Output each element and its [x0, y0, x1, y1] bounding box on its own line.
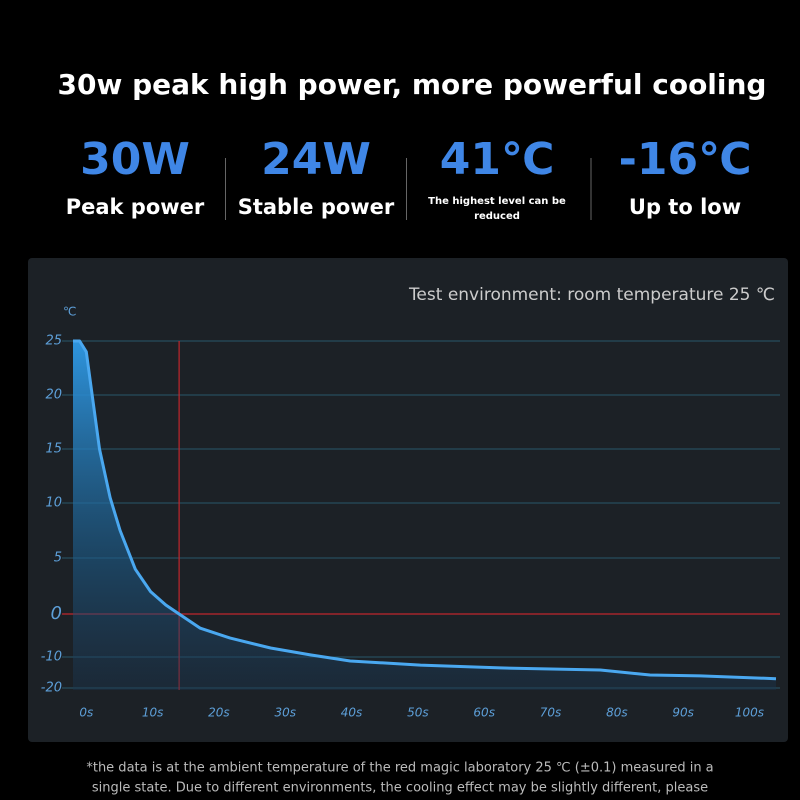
x-tick-label: 0s [79, 706, 93, 720]
stat-label: Stable power [238, 195, 395, 219]
y-unit: ℃ [63, 305, 76, 319]
x-tick-label: 50s [407, 706, 429, 720]
stat-value: 30W [80, 134, 190, 185]
x-tick-label: 40s [341, 706, 363, 720]
y-tick-label: -20 [41, 681, 62, 696]
y-tick-label: 0 [51, 603, 62, 624]
footnote-line: *the data is at the ambient temperature … [86, 761, 713, 776]
x-tick-label: 90s [672, 706, 694, 720]
y-tick-label: 20 [45, 388, 62, 403]
chart-panel [28, 258, 788, 742]
chart-title: Test environment: room temperature 25 ℃ [408, 285, 775, 305]
stat-label: Up to low [629, 195, 741, 219]
area [73, 341, 776, 690]
chart: Test environment: room temperature 25 ℃ ℃… [41, 285, 780, 720]
stat-value: 41℃ [440, 134, 555, 185]
line [73, 339, 777, 681]
stat-value: 24W [261, 134, 371, 185]
stat-value: -16℃ [619, 134, 752, 185]
x-tick-label: 100s [735, 706, 764, 720]
stat-label: Peak power [66, 195, 205, 219]
stats: 30W Peak power 24W Stable power 41℃ The highe… [66, 134, 752, 222]
x-tick-label: 10s [142, 706, 164, 720]
x-tick-label: 80s [606, 706, 628, 720]
x-tick-label: 60s [473, 706, 495, 720]
stat-label: The highest level can be reduced [428, 196, 566, 222]
x-tick-label: 70s [540, 706, 562, 720]
x-tick-label: 20s [208, 706, 230, 720]
x-tick-label: 30s [274, 706, 296, 720]
y-tick-label: 10 [45, 496, 62, 511]
y-tick-label: 15 [45, 442, 62, 457]
y-tick-label: 25 [45, 334, 62, 349]
title: 30w peak high power, more powerful cooli… [58, 68, 767, 101]
y-tick-label: -10 [41, 650, 62, 665]
y-tick-label: 5 [54, 551, 62, 566]
footnote-line: single state. Due to different environme… [92, 781, 708, 796]
